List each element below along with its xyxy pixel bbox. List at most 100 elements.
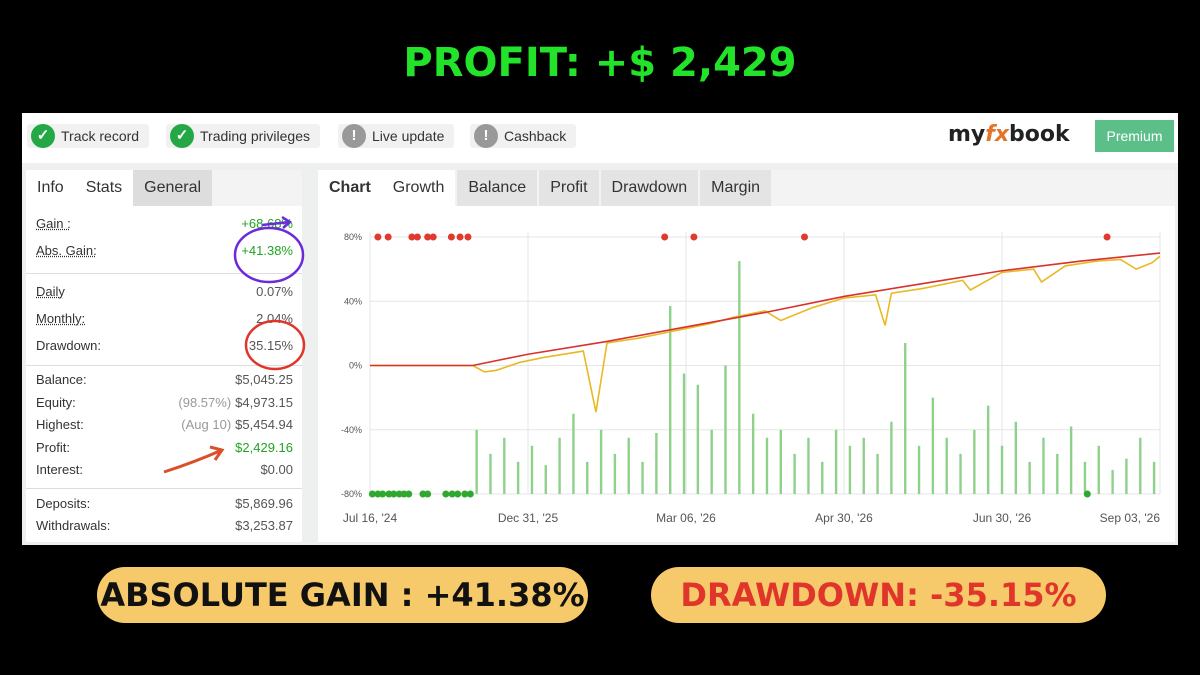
separator bbox=[26, 365, 302, 366]
brand-prefix: my bbox=[948, 122, 986, 147]
chart-tab[interactable]: Balance bbox=[457, 170, 538, 206]
bar bbox=[917, 445, 921, 494]
stats-panel: Info Stats General bbox=[26, 170, 302, 542]
bar bbox=[890, 421, 893, 494]
stats-tab[interactable]: General bbox=[133, 170, 213, 206]
marker bbox=[424, 490, 432, 498]
chart-tab[interactable]: Drawdown bbox=[600, 170, 699, 206]
bar bbox=[599, 429, 603, 494]
bar bbox=[1139, 437, 1142, 494]
marker bbox=[429, 233, 437, 241]
y-tick-label: 80% bbox=[344, 232, 362, 242]
marker bbox=[405, 490, 413, 498]
marker bbox=[374, 233, 382, 241]
chart-tab[interactable]: Growth bbox=[381, 170, 456, 206]
chart-tab[interactable]: Margin bbox=[700, 170, 772, 206]
bar bbox=[724, 365, 727, 494]
bar bbox=[530, 445, 534, 494]
badge: ✓ Track record bbox=[27, 124, 150, 148]
headline: PROFIT: +$ 2,429 bbox=[403, 40, 797, 86]
stat-note: (98.57%) bbox=[178, 394, 232, 410]
stat-value: +41.38% bbox=[241, 243, 293, 258]
x-tick-label: Jul 16, '24 bbox=[343, 511, 398, 525]
badge-label: Track record bbox=[61, 128, 140, 144]
bar bbox=[696, 384, 700, 494]
bar bbox=[793, 453, 796, 494]
chart-tabs: Chart Growth Balance Profit Drawdown Margin bbox=[318, 170, 1175, 206]
marker bbox=[413, 233, 421, 241]
x-tick-label: Dec 31, '25 bbox=[498, 511, 559, 525]
stat-label: Monthly: bbox=[36, 311, 86, 326]
marker bbox=[466, 490, 474, 498]
bar bbox=[558, 437, 561, 494]
stat-value: $5,045.25 bbox=[235, 372, 293, 387]
marker bbox=[461, 490, 469, 498]
stat-label: Profit: bbox=[36, 439, 70, 455]
stats-tab[interactable]: Info bbox=[26, 170, 75, 206]
stat-label: Drawdown: bbox=[36, 338, 102, 353]
marker bbox=[447, 233, 455, 241]
marker bbox=[454, 490, 462, 498]
bar bbox=[821, 461, 824, 494]
bar bbox=[1028, 461, 1031, 494]
chart-tab[interactable]: Chart bbox=[318, 170, 382, 206]
bar bbox=[1083, 461, 1087, 494]
bar bbox=[1111, 469, 1114, 494]
callout-gain: ABSOLUTE GAIN : +41.38% bbox=[97, 567, 588, 623]
chart-panel: Chart Growth Balance Profit Drawdown Margin bbox=[318, 170, 1175, 542]
marker bbox=[1103, 233, 1111, 241]
bar bbox=[779, 429, 782, 494]
purple-circle bbox=[233, 226, 305, 284]
stat-number: $5,869.96 bbox=[235, 496, 293, 511]
stats-tabs: Info Stats General bbox=[26, 170, 302, 206]
bar bbox=[572, 413, 575, 494]
bar bbox=[1000, 445, 1004, 494]
y-tick-label: -40% bbox=[341, 425, 362, 435]
bar bbox=[503, 437, 506, 494]
red-arrow bbox=[163, 445, 225, 474]
bar bbox=[1152, 461, 1156, 494]
bar bbox=[1042, 437, 1045, 494]
brand-accent: fx bbox=[985, 122, 1010, 147]
badge: ! Cashback bbox=[470, 124, 577, 148]
stat-value: $0.00 bbox=[260, 462, 293, 477]
stat-value: (98.57%) $4,973.15 bbox=[178, 395, 293, 410]
marker bbox=[448, 490, 456, 498]
x-tick-label: Sep 03, '26 bbox=[1100, 511, 1161, 525]
bar bbox=[489, 453, 492, 494]
stat-number: $5,045.25 bbox=[235, 372, 293, 387]
stat-value: (Aug 10) $5,454.94 bbox=[181, 417, 293, 432]
bar bbox=[669, 306, 672, 494]
marker bbox=[390, 490, 398, 498]
line bbox=[370, 255, 1161, 413]
bar bbox=[931, 397, 935, 494]
bar bbox=[655, 432, 658, 494]
stat-value: $2,429.16 bbox=[235, 440, 293, 455]
brand-logo: myfxbook bbox=[948, 122, 1070, 147]
bar bbox=[959, 453, 962, 494]
stats-tab[interactable]: Stats bbox=[74, 170, 134, 206]
stat-label: Withdrawals: bbox=[36, 518, 111, 533]
stat-number: $2,429.16 bbox=[235, 439, 293, 455]
stat-label: Equity: bbox=[36, 394, 76, 410]
x-tick-label: Mar 06, '26 bbox=[656, 511, 716, 525]
bar bbox=[1097, 445, 1100, 494]
purple-arrow bbox=[261, 215, 293, 229]
marker bbox=[661, 233, 669, 241]
stat-value: $3,253.87 bbox=[235, 518, 293, 533]
stat-number: +41.38% bbox=[241, 243, 293, 258]
chart-tab[interactable]: Profit bbox=[539, 170, 599, 206]
badge-label: Cashback bbox=[504, 128, 567, 144]
marker bbox=[408, 233, 416, 241]
stat-label: Highest: bbox=[36, 417, 84, 432]
stat-number: $5,454.94 bbox=[235, 417, 293, 432]
stat-label: Gain : bbox=[36, 216, 71, 231]
stat-value: 35.15% bbox=[249, 338, 293, 353]
stat-label: Daily bbox=[36, 284, 65, 299]
stat-value: $5,869.96 bbox=[235, 496, 293, 511]
bar bbox=[613, 453, 617, 494]
premium-button[interactable]: Premium bbox=[1095, 120, 1174, 152]
stat-label: Interest: bbox=[36, 462, 83, 477]
